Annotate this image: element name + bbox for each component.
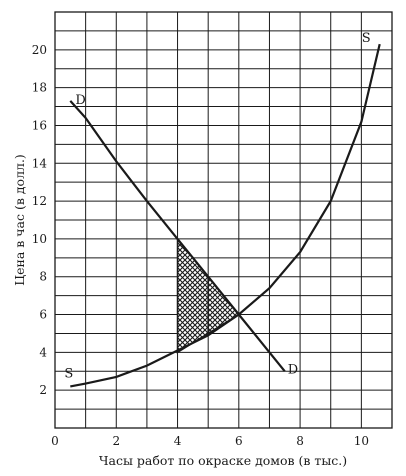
y-tick-label: 6 [39,308,47,322]
x-tick-label: 2 [112,434,120,448]
x-axis-label: Часы работ по окраске домов (в тыс.) [99,453,347,468]
curves: D D S S [64,31,381,388]
x-tick-label: 4 [174,434,182,448]
curve-label-d-start: D [75,93,85,108]
x-tick-label: 6 [235,434,243,448]
y-tick-label: 14 [32,156,48,170]
curve-label-d-end: D [288,362,298,377]
y-tick-label: 2 [39,383,47,397]
y-tick-label: 20 [32,43,47,57]
y-tick-label: 4 [39,345,47,359]
curve-label-s-start: S [64,366,73,381]
x-tick-label: 8 [296,434,304,448]
x-tick-label: 10 [354,434,369,448]
y-tick-label: 12 [32,194,47,208]
curve-s [70,43,381,388]
y-axis-label: Цена в час (в долл.) [12,154,27,286]
grid [55,12,392,428]
y-tick-label: 18 [32,81,47,95]
curve-d [69,100,286,372]
curve-label-s-end: S [362,31,371,46]
plot-frame [54,11,393,429]
tick-labels: 0 2 4 6 8 10 2 4 6 8 10 12 14 16 18 20 [32,43,369,448]
y-tick-label: 10 [32,232,47,246]
y-tick-label: 16 [32,118,47,132]
x-tick-label: 0 [51,434,59,448]
y-tick-label: 8 [39,270,47,284]
